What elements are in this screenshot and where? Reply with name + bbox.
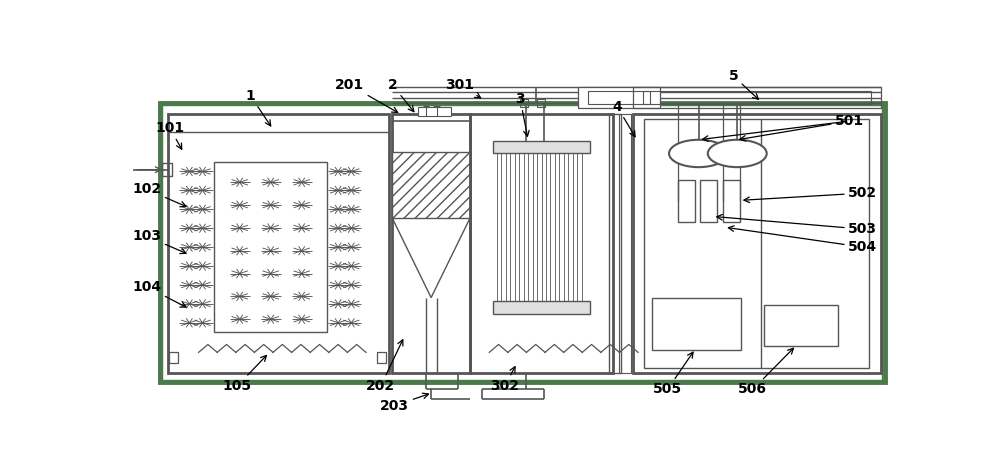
Text: 1: 1: [246, 89, 271, 126]
Text: 105: 105: [223, 356, 266, 393]
Bar: [764, 305, 838, 346]
Bar: [160, 103, 885, 382]
Text: 203: 203: [380, 393, 428, 413]
Text: 104: 104: [132, 280, 186, 307]
Bar: [168, 114, 388, 373]
Bar: [652, 298, 741, 350]
Text: 4: 4: [612, 100, 635, 137]
Bar: [520, 99, 528, 107]
Bar: [700, 181, 717, 222]
Text: 503: 503: [717, 214, 877, 236]
Text: 505: 505: [653, 352, 693, 396]
Text: 201: 201: [335, 78, 398, 112]
Bar: [162, 163, 172, 176]
Bar: [678, 181, 695, 222]
Bar: [392, 152, 470, 218]
Bar: [162, 105, 882, 380]
Text: 301: 301: [445, 78, 481, 98]
Bar: [493, 141, 590, 154]
Text: 103: 103: [132, 229, 186, 254]
Circle shape: [669, 140, 728, 167]
Text: 504: 504: [728, 226, 877, 254]
Text: 2: 2: [388, 78, 414, 112]
Bar: [644, 119, 869, 368]
Bar: [169, 351, 178, 363]
Bar: [723, 181, 740, 222]
Text: 202: 202: [366, 340, 403, 393]
Bar: [619, 114, 631, 373]
Text: 101: 101: [155, 121, 185, 149]
Bar: [214, 162, 326, 332]
Bar: [633, 87, 881, 109]
Text: 502: 502: [744, 186, 877, 203]
Bar: [470, 114, 613, 373]
Circle shape: [708, 140, 767, 167]
Bar: [537, 99, 545, 107]
Bar: [418, 107, 450, 116]
Bar: [392, 114, 470, 373]
Text: 5: 5: [728, 69, 758, 99]
Bar: [609, 114, 621, 373]
Bar: [377, 351, 386, 363]
Bar: [578, 87, 660, 109]
Text: 302: 302: [490, 367, 519, 393]
Text: 3: 3: [515, 92, 529, 136]
Bar: [643, 91, 871, 104]
Text: 501: 501: [740, 114, 864, 141]
Text: 102: 102: [132, 183, 186, 207]
Bar: [588, 91, 650, 104]
Text: 506: 506: [738, 348, 793, 396]
Bar: [633, 114, 881, 373]
Bar: [493, 301, 590, 314]
